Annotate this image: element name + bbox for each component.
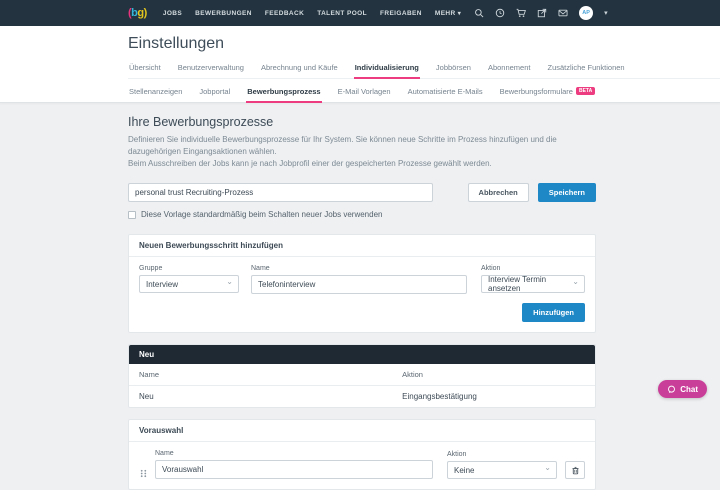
default-template-checkbox[interactable] bbox=[128, 210, 136, 219]
nav-item-jobs[interactable]: JOBS bbox=[162, 9, 183, 17]
mail-icon[interactable] bbox=[558, 8, 568, 18]
cart-icon[interactable] bbox=[516, 8, 527, 18]
top-navigation-bar: (bg) JOBS BEWERBUNGEN FEEDBACK TALENT PO… bbox=[0, 0, 720, 26]
group-label: Gruppe bbox=[139, 265, 163, 272]
section-description: Definieren Sie individuelle Bewerbungspr… bbox=[128, 134, 596, 170]
nav-item-mehr[interactable]: MEHR bbox=[435, 10, 461, 17]
vorauswahl-section-panel: Vorauswahl Name Aktion Keine bbox=[128, 419, 596, 490]
trash-icon bbox=[572, 466, 578, 474]
chat-button[interactable]: Chat bbox=[658, 380, 707, 398]
chat-bubble-icon bbox=[668, 385, 676, 393]
chat-button-label: Chat bbox=[680, 384, 698, 394]
nav-item-bewerbungen[interactable]: BEWERBUNGEN bbox=[195, 9, 252, 17]
action-select[interactable]: Interview Termin ansetzen bbox=[481, 275, 585, 293]
table-row: Neu Eingangsbestätigung bbox=[129, 386, 595, 407]
app-logo[interactable]: (bg) bbox=[128, 7, 147, 19]
tab-zusaetzliche-funktionen[interactable]: Zusätzliche Funktionen bbox=[547, 63, 625, 72]
vorauswahl-name-group: Name bbox=[155, 450, 433, 479]
tab-individualisierung[interactable]: Individualisierung bbox=[353, 60, 420, 79]
launch-icon[interactable] bbox=[537, 8, 547, 18]
action-label: Aktion bbox=[481, 265, 501, 272]
neu-row-action: Eingangsbestätigung bbox=[402, 392, 477, 401]
tab-abrechnung-und-kaeufe[interactable]: Abrechnung und Käufe bbox=[260, 63, 338, 72]
user-avatar[interactable]: AP bbox=[579, 6, 594, 20]
neu-table-header: Name Aktion bbox=[129, 364, 595, 386]
name-field-group: Name bbox=[251, 265, 467, 294]
nav-item-feedback[interactable]: FEEDBACK bbox=[264, 9, 305, 17]
section-title: Ihre Bewerbungsprozesse bbox=[128, 115, 274, 129]
action-field-group: Aktion Interview Termin ansetzen bbox=[481, 265, 585, 294]
delete-step-button[interactable] bbox=[565, 461, 585, 479]
default-template-row: Diese Vorlage standardmäßig beim Schalte… bbox=[128, 210, 596, 219]
beta-badge: BETA bbox=[575, 87, 596, 95]
vorauswahl-action-select[interactable]: Keine bbox=[447, 461, 557, 479]
neu-section-header: Neu bbox=[129, 345, 595, 364]
group-select[interactable]: Interview bbox=[139, 275, 239, 293]
main-content: Ihre Bewerbungsprozesse Definieren Sie i… bbox=[0, 103, 720, 490]
neu-section-panel: Neu Name Aktion Neu Eingangsbestätigung bbox=[128, 344, 596, 408]
neu-row-name: Neu bbox=[139, 392, 154, 401]
cancel-button[interactable]: Abbrechen bbox=[467, 183, 529, 202]
neu-col-action: Aktion bbox=[402, 370, 423, 379]
vorauswahl-action-group: Aktion Keine bbox=[447, 451, 557, 479]
tab-bewerbungsformulare-label: Bewerbungsformulare bbox=[499, 87, 573, 96]
clock-icon[interactable] bbox=[495, 8, 505, 18]
name-label: Name bbox=[251, 265, 270, 272]
step-name-input[interactable] bbox=[251, 275, 467, 294]
neu-col-name: Name bbox=[139, 370, 160, 379]
default-template-label: Diese Vorlage standardmäßig beim Schalte… bbox=[141, 210, 383, 219]
search-icon[interactable] bbox=[474, 8, 484, 18]
group-field-group: Gruppe Interview bbox=[139, 265, 239, 294]
vorauswahl-name-input[interactable] bbox=[155, 460, 433, 479]
save-button[interactable]: Speichern bbox=[537, 183, 596, 202]
tab-uebersicht[interactable]: Übersicht bbox=[129, 63, 161, 72]
process-name-row: Abbrechen Speichern bbox=[128, 183, 596, 202]
nav-item-freigaben[interactable]: FREIGABEN bbox=[379, 9, 422, 17]
account-chevron-down-icon[interactable]: ▾ bbox=[604, 10, 608, 17]
add-step-panel-title: Neuen Bewerbungsschritt hinzufügen bbox=[129, 235, 595, 257]
drag-handle-icon[interactable] bbox=[139, 465, 148, 478]
add-step-panel: Neuen Bewerbungsschritt hinzufügen Grupp… bbox=[128, 234, 596, 333]
vorauswahl-action-label: Aktion bbox=[447, 451, 467, 458]
settings-header: Einstellungen Übersicht Benutzerverwaltu… bbox=[0, 26, 720, 103]
process-name-input[interactable] bbox=[128, 183, 433, 202]
tab-jobportal[interactable]: Jobportal bbox=[199, 87, 231, 96]
tab-bewerbungsprozess[interactable]: Bewerbungsprozess bbox=[246, 84, 322, 103]
vorauswahl-section-header: Vorauswahl bbox=[129, 420, 595, 442]
tab-benutzerverwaltung[interactable]: Benutzerverwaltung bbox=[177, 63, 244, 72]
tab-bewerbungsformulare[interactable]: Bewerbungsformulare BETA bbox=[499, 84, 597, 103]
page-title: Einstellungen bbox=[128, 35, 225, 52]
add-step-button[interactable]: Hinzufügen bbox=[522, 303, 585, 322]
secondary-tab-row: Stellenanzeigen Jobportal Bewerbungsproz… bbox=[128, 79, 720, 103]
tab-automatisierte-emails[interactable]: Automatisierte E-Mails bbox=[407, 87, 483, 96]
description-line-1: Definieren Sie individuelle Bewerbungspr… bbox=[128, 135, 557, 156]
tab-email-vorlagen[interactable]: E-Mail Vorlagen bbox=[337, 87, 391, 96]
tab-stellenanzeigen[interactable]: Stellenanzeigen bbox=[129, 87, 183, 96]
tab-jobboersen[interactable]: Jobbörsen bbox=[435, 63, 471, 72]
primary-tab-row: Übersicht Benutzerverwaltung Abrechnung … bbox=[128, 60, 720, 79]
description-line-2: Beim Ausschreiben der Jobs kann je nach … bbox=[128, 159, 492, 168]
nav-item-talent-pool[interactable]: TALENT POOL bbox=[317, 9, 367, 17]
vorauswahl-name-label: Name bbox=[155, 450, 174, 457]
tab-abonnement[interactable]: Abonnement bbox=[487, 63, 531, 72]
